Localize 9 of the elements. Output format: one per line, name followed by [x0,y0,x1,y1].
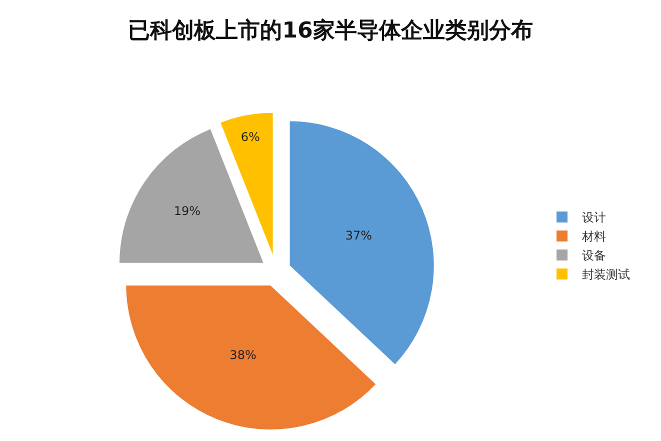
data-label: 38% [230,348,256,362]
legend-label: 设计 [582,210,606,225]
legend-label: 封装测试 [582,268,630,282]
chart-title: 已科创板上市的16家半导体企业类别分布 [128,17,533,44]
data-label: 37% [345,228,372,243]
legend-label: 设备 [582,248,606,263]
data-label: 6% [240,130,260,144]
legend-label: 材料 [581,230,606,244]
data-label: 19% [174,204,201,218]
